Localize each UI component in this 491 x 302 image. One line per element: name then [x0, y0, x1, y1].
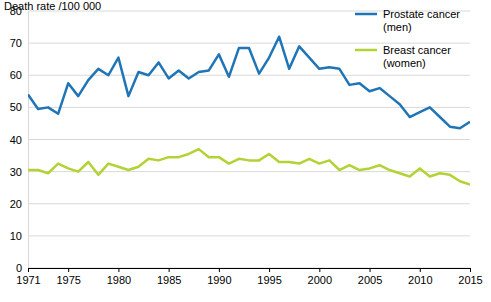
grid-line: [28, 268, 470, 269]
y-axis: 01020304050607080: [10, 5, 29, 274]
grid-line: [28, 139, 470, 140]
x-tick-label: 1990: [207, 274, 231, 286]
x-tick-label: 1971: [16, 274, 40, 286]
x-tick-mark: [28, 268, 29, 272]
x-tick-mark: [169, 268, 170, 272]
y-axis-line: [28, 12, 29, 269]
x-tick-mark: [269, 268, 270, 272]
y-tick: 10: [10, 230, 28, 242]
y-axis-title: Death rate /100 000: [4, 0, 101, 12]
chart: 0102030405060708019711975198019851990199…: [0, 0, 491, 302]
x-tick: 1975: [56, 268, 80, 286]
legend-swatch: [355, 13, 377, 16]
y-tick: 30: [10, 166, 28, 178]
x-tick-mark: [118, 268, 119, 272]
series-line: [28, 37, 470, 129]
y-tick: 70: [10, 37, 28, 49]
x-tick-label: 1995: [257, 274, 281, 286]
y-tick-label: 70: [10, 37, 22, 49]
x-tick: 1985: [157, 268, 181, 286]
x-tick: 1995: [257, 268, 281, 286]
legend-label: Breast cancer: [383, 44, 451, 56]
x-tick: 2000: [308, 268, 332, 286]
series-line: [28, 149, 470, 184]
y-tick: 40: [10, 134, 28, 146]
y-tick: 20: [10, 198, 28, 210]
x-tick-label: 2005: [358, 274, 382, 286]
x-tick-label: 1975: [56, 274, 80, 286]
x-tick-label: 2000: [308, 274, 332, 286]
y-tick-label: 50: [10, 101, 22, 113]
x-tick: 2015: [458, 268, 482, 286]
x-tick: 2005: [358, 268, 382, 286]
legend-label: (men): [383, 21, 412, 33]
x-tick-label: 2010: [408, 274, 432, 286]
y-tick: 0: [16, 262, 28, 274]
y-tick-label: 30: [10, 166, 22, 178]
legend-label: (women): [383, 57, 426, 69]
y-tick-label: 40: [10, 134, 22, 146]
grid-line: [28, 203, 470, 204]
x-tick-label: 2015: [458, 274, 482, 286]
grid-line: [28, 235, 470, 236]
x-tick-mark: [370, 268, 371, 272]
x-tick-mark: [470, 268, 471, 272]
x-tick-mark: [420, 268, 421, 272]
plot-area: [28, 37, 470, 185]
x-axis: 1971 1975 1980 1985 1990 1995 2000 2005 2010 2015: [16, 268, 482, 286]
y-tick-label: 0: [16, 262, 22, 274]
legend: Prostate cancer(men) Breast cancer(women): [355, 8, 460, 69]
x-tick-label: 1980: [107, 274, 131, 286]
x-tick: 1980: [107, 268, 131, 286]
grid: [28, 11, 470, 268]
x-tick-label: 1985: [157, 274, 181, 286]
legend-label: Prostate cancer: [383, 8, 460, 20]
y-tick-label: 60: [10, 69, 22, 81]
x-tick-mark: [319, 268, 320, 272]
x-tick: 2010: [408, 268, 432, 286]
legend-swatch: [355, 49, 377, 52]
x-tick-mark: [219, 268, 220, 272]
y-tick: 60: [10, 69, 28, 81]
y-tick-label: 10: [10, 230, 22, 242]
x-tick-mark: [68, 268, 69, 272]
y-tick-label: 20: [10, 198, 22, 210]
x-tick: 1971: [16, 268, 40, 286]
x-axis-line: [29, 268, 471, 269]
x-tick: 1990: [207, 268, 231, 286]
y-tick: 50: [10, 101, 28, 113]
